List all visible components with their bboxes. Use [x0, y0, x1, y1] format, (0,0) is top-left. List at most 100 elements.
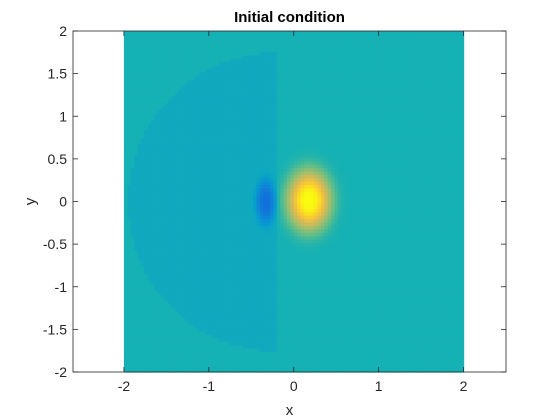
heatmap-cell: [236, 242, 241, 247]
heatmap-cell: [144, 368, 149, 373]
heatmap-cell: [310, 259, 315, 264]
heatmap-cell: [402, 354, 407, 359]
heatmap-cell: [168, 324, 173, 329]
heatmap-cell: [236, 310, 241, 315]
heatmap-cell: [283, 232, 288, 237]
heatmap-cell: [422, 334, 427, 339]
heatmap-cell: [185, 358, 190, 363]
heatmap-cell: [327, 296, 332, 301]
heatmap-cell: [419, 269, 424, 274]
heatmap-cell: [416, 221, 420, 226]
heatmap-cell: [385, 239, 390, 244]
heatmap-cell: [392, 293, 397, 298]
heatmap-cell: [378, 269, 383, 274]
heatmap-cell: [371, 269, 376, 274]
heatmap-cell: [225, 337, 230, 342]
heatmap-cell: [351, 334, 356, 339]
heatmap-cell: [412, 303, 417, 308]
heatmap-cell: [432, 327, 437, 332]
heatmap-cell: [426, 201, 431, 206]
heatmap-cell: [259, 204, 264, 209]
heatmap-cell: [320, 215, 325, 220]
heatmap-cell: [361, 242, 366, 247]
heatmap-cell: [232, 327, 237, 332]
heatmap-cell: [300, 314, 305, 319]
heatmap-cell: [134, 344, 139, 349]
heatmap-cell: [205, 310, 210, 315]
heatmap-cell: [249, 314, 254, 319]
heatmap-cell: [365, 307, 370, 312]
heatmap-cell: [212, 341, 217, 346]
heatmap-cell: [205, 300, 210, 305]
heatmap-cell: [185, 276, 190, 281]
heatmap-cell: [436, 341, 441, 346]
heatmap-cell: [337, 303, 342, 308]
heatmap-cell: [151, 273, 156, 278]
heatmap-cell: [432, 228, 437, 233]
heatmap-cell: [432, 368, 437, 373]
heatmap-cell: [280, 225, 285, 230]
heatmap-cell: [219, 218, 224, 223]
heatmap-cell: [127, 307, 132, 312]
heatmap-cell: [225, 266, 230, 271]
heatmap-cell: [127, 266, 132, 271]
heatmap-cell: [422, 354, 427, 359]
heatmap-cell: [178, 249, 183, 254]
heatmap-cell: [303, 256, 308, 261]
heatmap-cell: [297, 300, 302, 305]
heatmap-cell: [147, 249, 152, 254]
heatmap-cell: [432, 290, 437, 295]
heatmap-cell: [317, 249, 322, 254]
heatmap-cell: [303, 296, 308, 301]
heatmap-cell: [232, 283, 237, 288]
heatmap-cell: [446, 266, 451, 271]
heatmap-cell: [368, 303, 373, 308]
heatmap-cell: [161, 327, 166, 332]
heatmap-cell: [297, 221, 302, 226]
heatmap-cell: [147, 368, 152, 373]
heatmap-cell: [395, 249, 400, 254]
heatmap-cell: [388, 232, 393, 237]
heatmap-cell: [157, 204, 162, 209]
heatmap-cell: [127, 293, 132, 298]
heatmap-cell: [198, 279, 203, 284]
heatmap-cell: [236, 348, 241, 353]
heatmap-cell: [269, 368, 274, 373]
heatmap-cell: [297, 337, 302, 342]
heatmap-cell: [351, 245, 356, 250]
heatmap-cell: [236, 221, 241, 226]
heatmap-cell: [392, 242, 397, 247]
heatmap-cell: [348, 307, 353, 312]
heatmap-cell: [137, 239, 142, 244]
heatmap-cell: [416, 361, 420, 366]
heatmap-cell: [371, 283, 376, 288]
heatmap-cell: [334, 348, 339, 353]
heatmap-cell: [293, 211, 298, 216]
heatmap-cell: [351, 262, 356, 267]
heatmap-cell: [195, 225, 200, 230]
heatmap-cell: [219, 211, 224, 216]
heatmap-cell: [297, 334, 302, 339]
heatmap-cell: [331, 269, 336, 274]
heatmap-cell: [307, 256, 312, 261]
heatmap-cell: [198, 286, 203, 291]
heatmap-cell: [443, 256, 448, 261]
heatmap-cell: [429, 235, 434, 240]
heatmap-cell: [375, 344, 380, 349]
heatmap-cell: [181, 286, 186, 291]
heatmap-cell: [405, 327, 410, 332]
heatmap-cell: [341, 252, 346, 257]
heatmap-cell: [331, 314, 336, 319]
heatmap-cell: [331, 296, 336, 301]
heatmap-cell: [412, 208, 417, 213]
heatmap-cell: [436, 276, 441, 281]
heatmap-cell: [205, 354, 210, 359]
heatmap-cell: [382, 266, 387, 271]
heatmap-cell: [252, 320, 257, 325]
heatmap-cell: [185, 232, 190, 237]
heatmap-cell: [449, 215, 454, 220]
heatmap-cell: [351, 259, 356, 264]
heatmap-cell: [422, 276, 427, 281]
heatmap-cell: [181, 256, 186, 261]
heatmap-cell: [300, 324, 305, 329]
